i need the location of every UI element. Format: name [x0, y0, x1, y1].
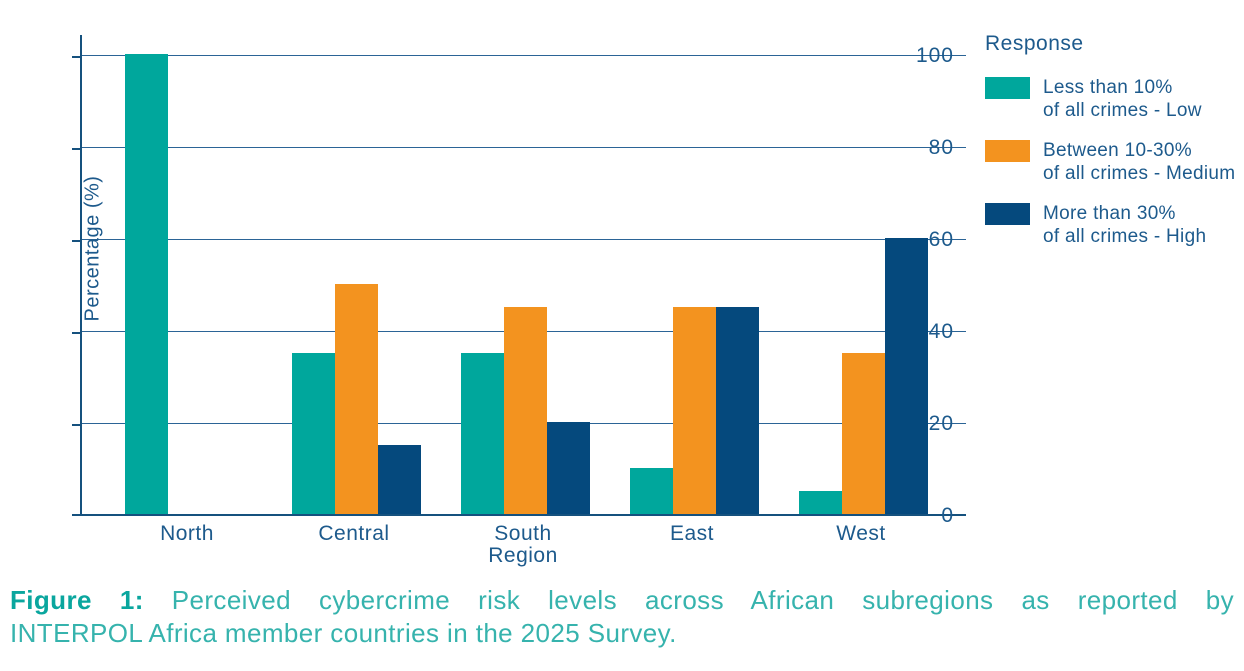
- y-tick-20: [72, 424, 80, 426]
- caption-prefix: Figure 1:: [10, 585, 144, 615]
- plot-area: 0 20 40 60 80 100 Percentage (%): [72, 35, 966, 527]
- bar-group-south: [460, 307, 590, 514]
- y-tick-0: [72, 514, 80, 516]
- caption-line-2: INTERPOL Africa member countries in the …: [10, 618, 677, 648]
- y-tick-label-0: 0: [941, 504, 954, 527]
- y-tick-60: [72, 240, 80, 242]
- y-tick-40: [72, 332, 80, 334]
- legend: Response Less than 10% of all crimes - Lo…: [985, 32, 1241, 265]
- bar-north-low: [124, 54, 168, 514]
- legend-title: Response: [985, 32, 1084, 55]
- bar-east-low: [629, 468, 673, 514]
- bar-east-medium: [672, 307, 716, 514]
- x-tick-label-east: East: [669, 522, 715, 545]
- legend-label-2: More than 30% of all crimes - High: [1043, 203, 1207, 247]
- x-tick-label-south: South: [494, 522, 552, 545]
- y-axis-title: Percentage (%): [81, 175, 104, 322]
- bar-central-medium: [334, 284, 378, 514]
- legend-swatch-2: [985, 203, 1030, 225]
- y-tick-label-80: 80: [928, 136, 954, 159]
- bar-group-west: [798, 238, 928, 514]
- x-tick-label-north: North: [160, 522, 214, 545]
- y-tick-label-60: 60: [928, 228, 954, 251]
- x-tick-label-west: West: [836, 522, 886, 545]
- legend-item-1: Between 10-30% of all crimes - Medium: [985, 139, 1241, 185]
- bar-central-high: [377, 445, 421, 514]
- x-axis-title: Region: [488, 544, 558, 567]
- y-tick-label-40: 40: [928, 320, 954, 343]
- gridline-60: [82, 239, 966, 240]
- bar-south-low: [460, 353, 504, 514]
- bar-group-central: [291, 284, 421, 514]
- legend-item-2: More than 30% of all crimes - High: [985, 202, 1241, 248]
- caption-text-1: Perceived cybercrime risk levels across …: [171, 585, 1234, 615]
- legend-item-0: Less than 10% of all crimes - Low: [985, 76, 1241, 122]
- legend-label-1: Between 10-30% of all crimes - Medium: [1043, 140, 1236, 184]
- caption-line-1: Figure 1: Perceived cybercrime risk leve…: [10, 584, 1234, 617]
- bar-west-high: [884, 238, 928, 514]
- bar-central-low: [291, 353, 335, 514]
- x-tick-label-central: Central: [318, 522, 390, 545]
- gridline-80: [82, 147, 966, 148]
- y-tick-100: [72, 56, 80, 58]
- bar-west-low: [798, 491, 842, 514]
- bar-south-high: [546, 422, 590, 514]
- legend-swatch-1: [985, 140, 1030, 162]
- bar-east-high: [715, 307, 759, 514]
- bar-group-east: [629, 307, 759, 514]
- y-tick-label-100: 100: [915, 44, 954, 67]
- legend-swatch-0: [985, 77, 1030, 99]
- legend-label-0: Less than 10% of all crimes - Low: [1043, 77, 1202, 121]
- y-tick-80: [72, 148, 80, 150]
- bar-south-medium: [503, 307, 547, 514]
- figure-caption: Figure 1: Perceived cybercrime risk leve…: [10, 584, 1234, 650]
- legend-items: Less than 10% of all crimes - Low Between …: [985, 76, 1241, 248]
- bar-group-north: [124, 54, 254, 514]
- gridline-100: [82, 55, 966, 56]
- y-tick-label-20: 20: [928, 412, 954, 435]
- bar-west-medium: [841, 353, 885, 514]
